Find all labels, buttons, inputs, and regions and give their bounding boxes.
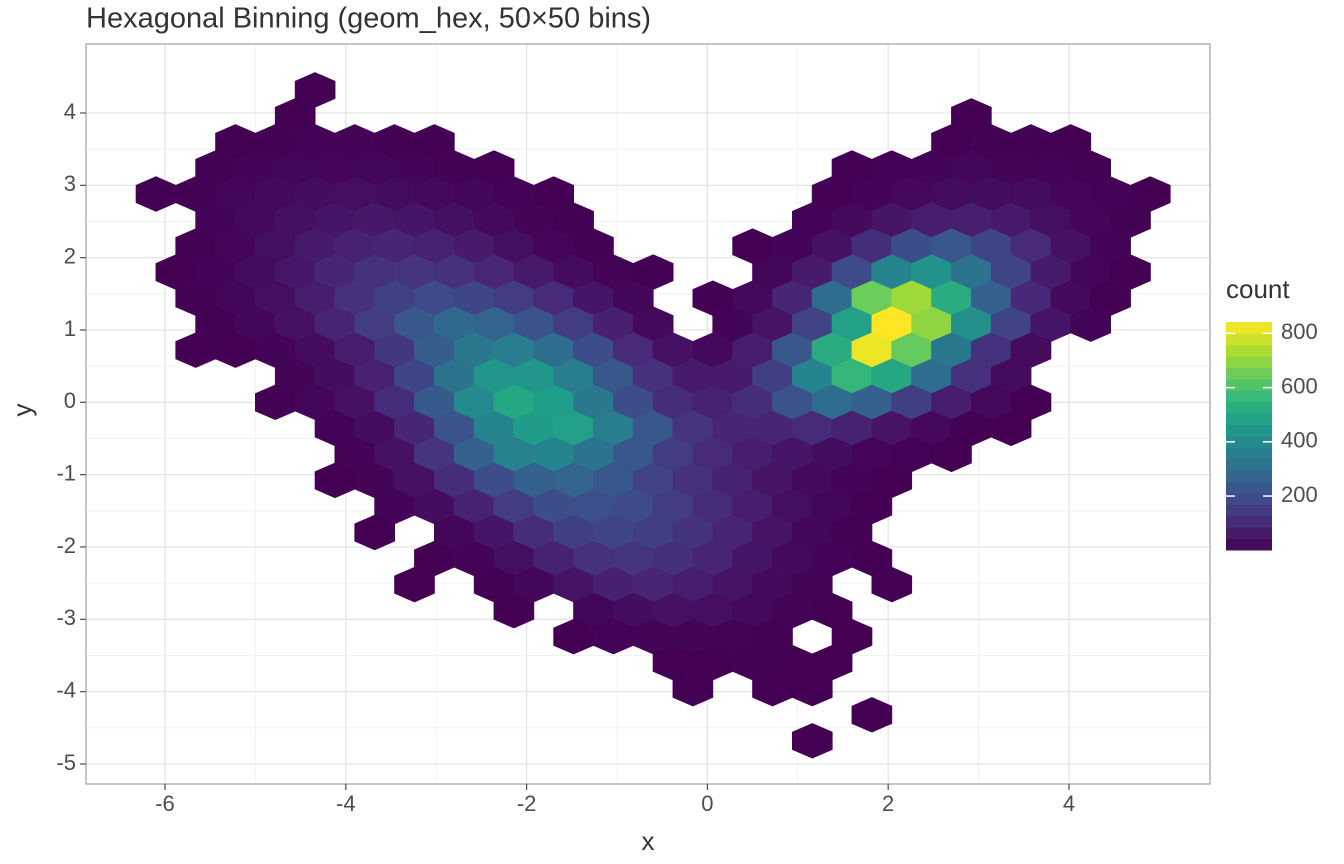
x-tick-label: -6 [155,791,175,816]
hex-bin [394,566,435,603]
colorbar-tick-label: 800 [1281,319,1318,344]
colorbar-band [1226,424,1272,437]
colorbar-band [1226,379,1272,391]
hex-bin [851,697,893,733]
colorbar-band [1226,470,1272,483]
colorbar-band [1226,515,1272,528]
y-tick-label: 4 [64,99,76,124]
hex-bin [931,436,972,473]
hex-bin [990,410,1032,447]
x-axis-title: x [642,826,655,856]
x-tick-label: 0 [701,791,713,816]
y-tick-label: -2 [56,533,76,558]
legend-title: count [1226,274,1290,304]
colorbar-band [1226,538,1272,551]
y-tick-label: 1 [64,316,76,341]
colorbar-band [1226,447,1272,460]
hex-bin [493,592,535,629]
y-tick-label: -1 [56,460,76,485]
y-tick-label: 0 [64,388,76,413]
y-tick-label: -4 [56,677,76,702]
colorbar-band [1226,356,1272,369]
colorbar-band [1226,344,1272,357]
colorbar-band [1226,493,1272,505]
y-tick-label: -5 [56,750,76,775]
hex-bin [354,514,396,551]
hex-bin [871,566,913,603]
colorbar-band [1226,401,1272,414]
panel-border [85,43,1211,785]
y-tick-label: 3 [64,171,76,196]
y-tick-label: -3 [56,605,76,630]
colorbar-tick-label: 200 [1281,482,1318,507]
chart-title: Hexagonal Binning (geom_hex, 50×50 bins) [86,3,651,35]
hex-bin [1070,306,1111,342]
legend: count 200 400 600 800 [1226,274,1318,551]
colorbar-band [1226,333,1272,346]
colorbar-band [1226,436,1272,448]
colorbar-band [1226,367,1272,380]
x-tick-label: -4 [336,791,356,816]
y-tick-label: 2 [64,243,76,268]
colorbar-tick-label: 400 [1281,428,1318,453]
colorbar-band [1226,390,1272,403]
colorbar-tick-label: 600 [1281,373,1318,398]
axes: -6 -4 -2 0 2 4 -5 -4 -3 -2 -1 0 1 2 3 4 [56,99,1075,816]
colorbar-band [1226,322,1272,334]
x-tick-label: -2 [517,791,537,816]
hex-bin [791,670,833,707]
colorbar-band [1226,504,1272,517]
x-tick-label: 4 [1063,791,1075,816]
colorbar-band [1226,527,1272,540]
hex-bin [791,723,833,759]
colorbar-band [1226,458,1272,471]
y-axis-title: y [7,404,37,417]
hex-bin [672,670,714,707]
hex-layer [135,72,1171,759]
x-tick-label: 2 [882,791,894,816]
colorbar-band [1226,413,1272,426]
colorbar-band [1226,481,1272,494]
